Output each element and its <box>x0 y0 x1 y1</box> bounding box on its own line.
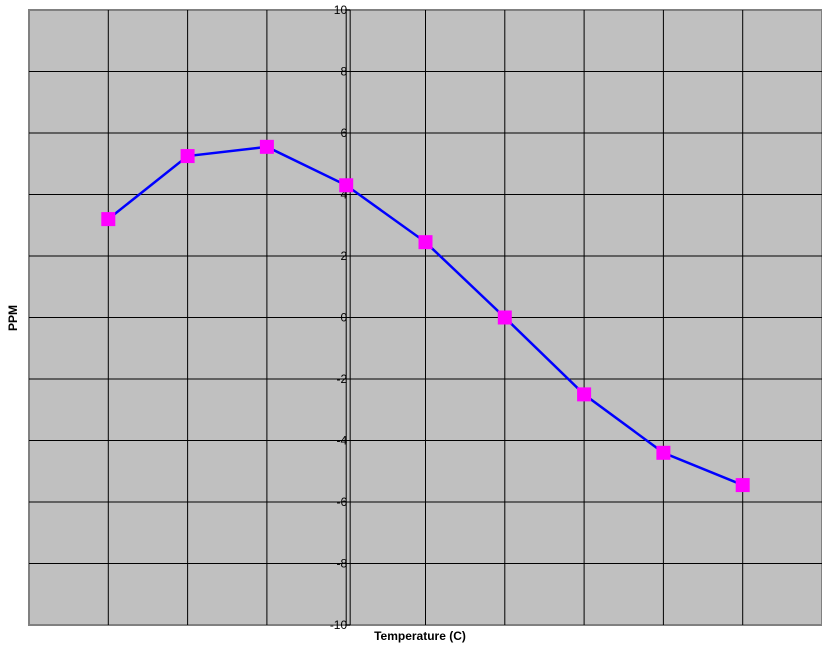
y-tick-label: 8 <box>340 65 347 79</box>
y-tick-label: -6 <box>336 495 347 509</box>
y-tick-label: 0 <box>340 311 347 325</box>
series <box>101 139 750 493</box>
y-axis-title: PPM <box>6 305 20 331</box>
data-point-marker <box>497 310 512 325</box>
y-tick-label: 6 <box>340 126 347 140</box>
data-point-marker <box>339 178 354 193</box>
data-point-marker <box>418 235 433 250</box>
y-tick-label: -2 <box>336 372 347 386</box>
x-axis-title: Temperature (C) <box>374 629 466 643</box>
data-point-marker <box>180 149 195 164</box>
y-axis: -10 -8 -6 -4 -2 0 2 4 6 8 10 <box>330 3 351 632</box>
y-tick-label: -4 <box>336 434 347 448</box>
y-tick-label: -8 <box>336 557 347 571</box>
data-point-marker <box>656 445 671 460</box>
y-tick-label: -10 <box>330 618 348 632</box>
data-point-marker <box>259 139 274 154</box>
data-point-marker <box>101 212 116 227</box>
data-point-marker <box>577 387 592 402</box>
y-tick-label: 2 <box>340 249 347 263</box>
data-point-marker <box>735 478 750 493</box>
y-tick-label: 10 <box>334 3 348 17</box>
y-tick-label: 4 <box>340 188 347 202</box>
gridlines <box>29 10 822 625</box>
